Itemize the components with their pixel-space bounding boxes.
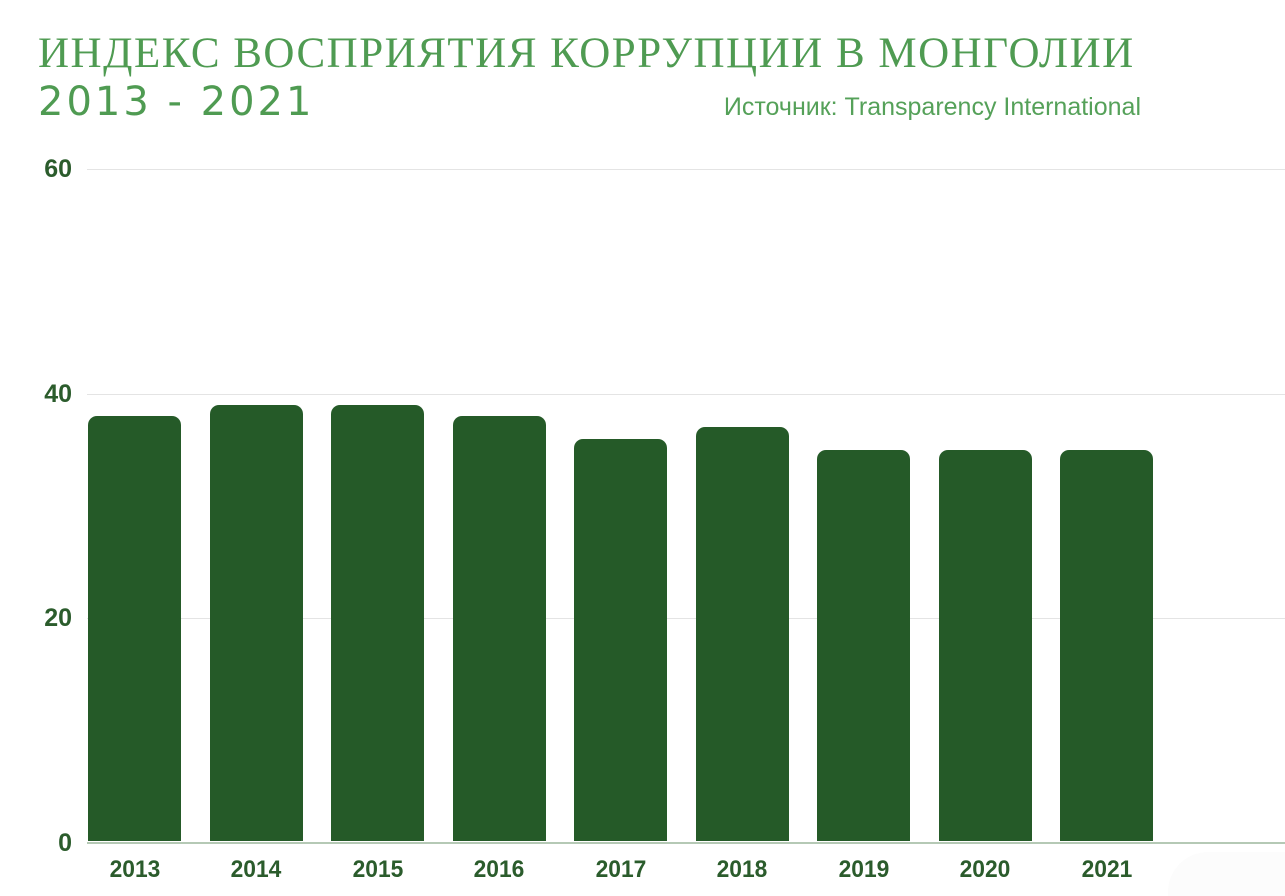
- bar-2017: [574, 438, 667, 841]
- bar-2019: [817, 449, 910, 841]
- chart-title-line2: 2013 - 2021: [38, 79, 315, 126]
- chart-title-row2: 2013 - 2021 Источник: Transparency Inter…: [38, 79, 1141, 125]
- x-tick-label-2017: 2017: [595, 856, 646, 883]
- x-tick-label-2018: 2018: [716, 856, 768, 883]
- chart-header: ИНДЕКС ВОСПРИЯТИЯ КОРРУПЦИИ В МОНГОЛИИ 2…: [38, 30, 1141, 125]
- chart-source-label: Источник: Transparency International: [723, 93, 1141, 122]
- y-tick-label-60: 60: [44, 155, 72, 183]
- chart-title-line1: ИНДЕКС ВОСПРИЯТИЯ КОРРУПЦИИ В МОНГОЛИИ: [38, 30, 1135, 77]
- x-tick-label-2021: 2021: [1081, 856, 1132, 883]
- x-tick-label-2019: 2019: [838, 856, 889, 883]
- bar-2014: [209, 404, 303, 841]
- bar-2021: [1060, 449, 1153, 841]
- x-tick-label-2014: 2014: [230, 856, 282, 883]
- x-tick-label-2013: 2013: [109, 856, 160, 883]
- x-tick-label-2020: 2020: [959, 856, 1011, 883]
- watermark-blob: [1168, 852, 1285, 896]
- gridline-y-20: [87, 618, 1285, 620]
- bar-2020: [938, 449, 1032, 841]
- bar-2018: [695, 427, 789, 841]
- gridline-y-40: [87, 393, 1285, 395]
- x-axis-baseline: [87, 842, 1285, 844]
- y-tick-label-20: 20: [44, 604, 72, 633]
- y-tick-label-40: 40: [44, 379, 72, 408]
- bar-2015: [331, 404, 424, 841]
- gridline-y-60: [87, 169, 1285, 170]
- bar-2013: [88, 416, 181, 841]
- y-tick-label-0: 0: [58, 829, 72, 857]
- x-tick-label-2016: 2016: [473, 856, 525, 883]
- bar-2016: [452, 416, 546, 841]
- x-tick-label-2015: 2015: [352, 856, 403, 883]
